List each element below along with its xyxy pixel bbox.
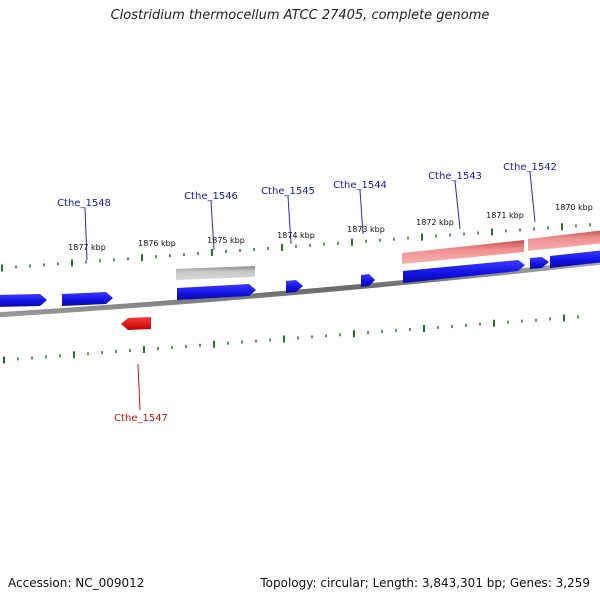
cds-arrow-forward-cthe-1544[interactable] xyxy=(361,274,375,287)
cds-arrow-forward[interactable] xyxy=(0,294,47,307)
gene-label-cthe-1543[interactable]: Cthe_1543 xyxy=(428,171,482,182)
gene-label-cthe-1544[interactable]: Cthe_1544 xyxy=(333,180,387,191)
gene-label-cthe-1548[interactable]: Cthe_1548 xyxy=(57,198,111,209)
genome-backbone xyxy=(0,259,600,318)
cds-arrow-forward-cthe-1545[interactable] xyxy=(286,280,303,293)
leader-line-cthe-1547 xyxy=(137,363,141,411)
leader-line-cthe-1544 xyxy=(359,189,364,235)
leader-line-cthe-1546 xyxy=(210,200,215,251)
cds-arrow-forward-cthe-1546[interactable] xyxy=(177,284,256,300)
scale-label-1876-kbp: 1876 kbp xyxy=(138,239,176,248)
inner-scale-ticks xyxy=(3,314,579,364)
gray-feature-band xyxy=(176,266,255,280)
scale-label-1874-kbp: 1874 kbp xyxy=(277,231,315,240)
scale-label-1875-kbp: 1875 kbp xyxy=(207,236,245,245)
outer-scale-ticks xyxy=(1,223,591,272)
accession-text: Accession: NC_009012 xyxy=(8,576,145,590)
pink-feature-band-2 xyxy=(528,230,600,251)
cds-arrow-forward-cthe-1542[interactable] xyxy=(530,257,549,269)
gene-label-cthe-1547[interactable]: Cthe_1547 xyxy=(114,413,168,424)
leader-line-cthe-1543 xyxy=(454,180,461,230)
cds-arrow-forward[interactable] xyxy=(550,250,600,268)
gene-label-leaders xyxy=(84,171,536,261)
scale-label-1873-kbp: 1873 kbp xyxy=(347,225,385,234)
scale-label-1871-kbp: 1871 kbp xyxy=(486,211,524,220)
pink-feature-band-1 xyxy=(402,240,524,264)
cds-arrow-forward-cthe-1548[interactable] xyxy=(62,292,113,306)
gene-label-cthe-1545[interactable]: Cthe_1545 xyxy=(261,186,315,197)
gene-label-cthe-1546[interactable]: Cthe_1546 xyxy=(184,191,238,202)
scale-label-1877-kbp: 1877 kbp xyxy=(68,243,106,252)
leader-line-cthe-1545 xyxy=(287,195,292,245)
cds-arrow-forward-cthe-1543[interactable] xyxy=(403,260,525,283)
scale-label-1872-kbp: 1872 kbp xyxy=(416,218,454,227)
gene-label-cthe-1542[interactable]: Cthe_1542 xyxy=(503,162,557,173)
map-title: Clostridium thermocellum ATCC 27405, com… xyxy=(110,8,490,23)
scale-label-1870-kbp: 1870 kbp xyxy=(555,203,593,212)
cds-arrow-reverse-cthe-1547[interactable] xyxy=(121,317,151,330)
genome-summary-text: Topology: circular; Length: 3,843,301 bp… xyxy=(260,576,590,590)
leader-line-cthe-1542 xyxy=(529,171,536,223)
leader-line-cthe-1548 xyxy=(84,207,88,261)
